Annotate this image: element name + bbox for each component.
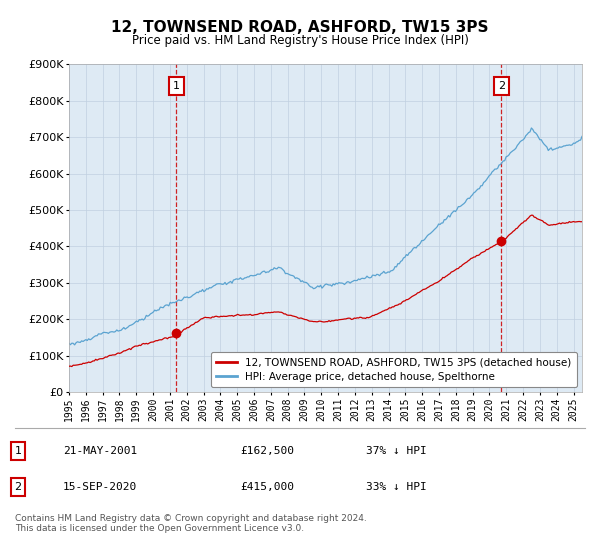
- Text: 15-SEP-2020: 15-SEP-2020: [63, 482, 137, 492]
- Text: £162,500: £162,500: [240, 446, 294, 456]
- Text: 33% ↓ HPI: 33% ↓ HPI: [366, 482, 427, 492]
- Text: £415,000: £415,000: [240, 482, 294, 492]
- Text: 12, TOWNSEND ROAD, ASHFORD, TW15 3PS: 12, TOWNSEND ROAD, ASHFORD, TW15 3PS: [111, 20, 489, 35]
- Legend: 12, TOWNSEND ROAD, ASHFORD, TW15 3PS (detached house), HPI: Average price, detac: 12, TOWNSEND ROAD, ASHFORD, TW15 3PS (de…: [211, 352, 577, 387]
- Text: 1: 1: [173, 81, 180, 91]
- Text: 2: 2: [498, 81, 505, 91]
- Text: Price paid vs. HM Land Registry's House Price Index (HPI): Price paid vs. HM Land Registry's House …: [131, 34, 469, 46]
- Text: 2: 2: [14, 482, 22, 492]
- Text: Contains HM Land Registry data © Crown copyright and database right 2024.
This d: Contains HM Land Registry data © Crown c…: [15, 514, 367, 533]
- Text: 37% ↓ HPI: 37% ↓ HPI: [366, 446, 427, 456]
- Text: 21-MAY-2001: 21-MAY-2001: [63, 446, 137, 456]
- Text: 1: 1: [14, 446, 22, 456]
